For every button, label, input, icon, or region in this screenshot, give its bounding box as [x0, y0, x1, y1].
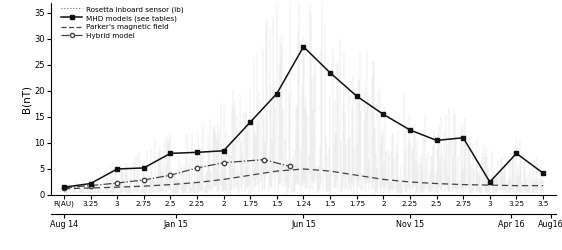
MHD models (see tables): [220, 149, 227, 152]
Parker's magnetic field: [87, 186, 94, 190]
MHD models (see tables): [247, 121, 253, 124]
MHD models (see tables): [61, 186, 67, 189]
MHD models (see tables): [114, 168, 120, 170]
Hybrid model: [114, 182, 120, 184]
MHD models (see tables): [460, 136, 466, 139]
Parker's magnetic field: [114, 186, 120, 189]
Hybrid model: [61, 186, 67, 189]
MHD models (see tables): [194, 151, 201, 154]
Hybrid model: [167, 174, 174, 177]
MHD models (see tables): [140, 166, 147, 170]
Line: MHD models (see tables): MHD models (see tables): [62, 44, 545, 190]
MHD models (see tables): [274, 92, 280, 95]
Parker's magnetic field: [327, 170, 333, 172]
Parker's magnetic field: [353, 174, 360, 177]
Parker's magnetic field: [380, 178, 387, 181]
MHD models (see tables): [406, 128, 413, 132]
MHD models (see tables): [433, 139, 440, 142]
Parker's magnetic field: [61, 187, 67, 190]
Line: Parker's magnetic field: Parker's magnetic field: [64, 169, 543, 189]
Hybrid model: [287, 165, 293, 168]
Hybrid model: [194, 166, 201, 170]
Hybrid model: [260, 158, 267, 161]
Parker's magnetic field: [487, 184, 493, 186]
MHD models (see tables): [380, 113, 387, 116]
Parker's magnetic field: [274, 170, 280, 172]
MHD models (see tables): [300, 45, 307, 48]
Parker's magnetic field: [513, 184, 520, 187]
Parker's magnetic field: [460, 183, 466, 186]
Line: Hybrid model: Hybrid model: [62, 158, 292, 190]
Hybrid model: [140, 178, 147, 182]
Hybrid model: [220, 161, 227, 164]
MHD models (see tables): [353, 95, 360, 98]
Parker's magnetic field: [300, 168, 307, 170]
Parker's magnetic field: [406, 180, 413, 184]
Parker's magnetic field: [247, 174, 253, 177]
MHD models (see tables): [487, 180, 493, 184]
MHD models (see tables): [87, 182, 94, 185]
MHD models (see tables): [513, 152, 520, 155]
MHD models (see tables): [327, 71, 333, 74]
Parker's magnetic field: [140, 185, 147, 188]
Parker's magnetic field: [167, 183, 174, 186]
Parker's magnetic field: [194, 181, 201, 184]
Parker's magnetic field: [220, 178, 227, 181]
Legend: Rosetta inboard sensor (ib), MHD models (see tables), Parker's magnetic field, H: Rosetta inboard sensor (ib), MHD models …: [59, 4, 185, 40]
Y-axis label: B(nT): B(nT): [21, 85, 31, 113]
Parker's magnetic field: [433, 182, 440, 185]
Parker's magnetic field: [540, 184, 546, 187]
Hybrid model: [87, 184, 94, 187]
MHD models (see tables): [540, 172, 546, 175]
MHD models (see tables): [167, 152, 174, 155]
